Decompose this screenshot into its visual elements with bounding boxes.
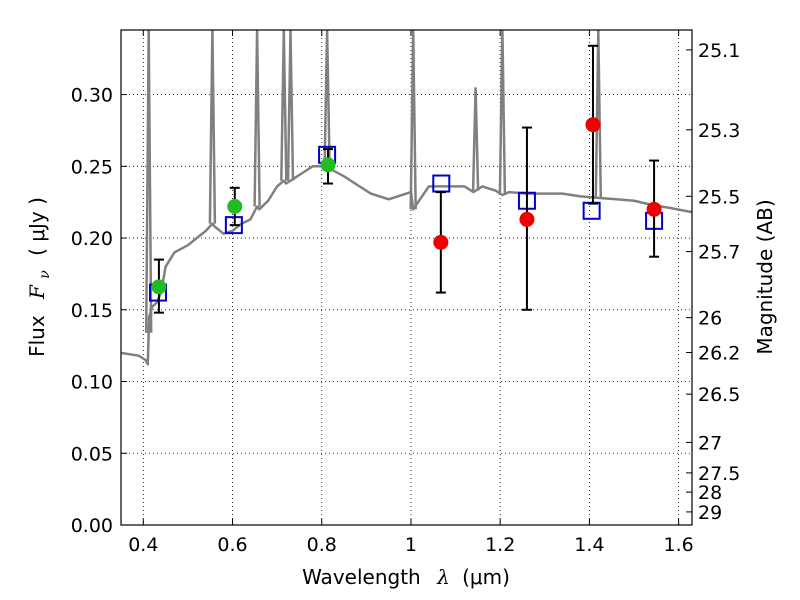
x-tick-label: 0.4 — [128, 534, 158, 556]
spectrum-emission-line — [280, 30, 288, 181]
y-axis-label: Flux F ν ( μJy ) — [25, 197, 54, 357]
x-axis-label-unit: (μm) — [462, 565, 510, 589]
y-axis-label-symbol: F — [25, 284, 49, 300]
mag-tick-label: 26.5 — [698, 384, 740, 406]
spectrum-emission-line — [594, 30, 603, 198]
mag-tick-label: 25.5 — [698, 186, 740, 208]
mag-tick-label: 25.7 — [698, 242, 740, 264]
red-data-point — [433, 234, 449, 250]
mag-tick-label: 29 — [698, 502, 722, 524]
mag-tick-label: 27.5 — [698, 463, 740, 485]
x-axis-label-symbol: λ — [436, 565, 450, 589]
y-tick-label: 0.20 — [71, 228, 113, 250]
y-tick-label: 0.30 — [71, 85, 113, 107]
x-tick-label: 0.6 — [217, 534, 247, 556]
model-square-point — [582, 201, 601, 220]
x-tick-label: 1 — [405, 534, 417, 556]
spectrum-line — [121, 165, 692, 366]
y-tick-label: 0.10 — [71, 372, 113, 394]
spectrum-emission-line — [409, 30, 417, 210]
red-data-point — [519, 211, 535, 227]
spectrum-emission-line — [498, 30, 507, 196]
y-tick-label: 0.25 — [71, 156, 113, 178]
green-data-point — [320, 157, 336, 173]
spectrum-emission-line — [253, 30, 261, 207]
spectrum-emission-line — [144, 30, 153, 333]
mag-tick-label: 25.1 — [698, 40, 740, 62]
mag-tick-label: 25.3 — [698, 120, 740, 142]
spectrum-emission-line — [471, 87, 480, 191]
spectrum-emission-line — [323, 30, 331, 167]
spectrum-emission-line — [208, 30, 217, 224]
x-axis-label-prefix: Wavelength — [302, 565, 421, 589]
mag-tick-label: 28 — [698, 482, 722, 504]
plot-frame — [120, 29, 693, 526]
x-tick-label: 0.8 — [307, 534, 337, 556]
mag-tick-label: 27 — [698, 432, 722, 454]
x-axis-label: Wavelength λ (μm) — [302, 565, 510, 589]
photometry-series — [149, 44, 664, 314]
green-data-point — [151, 279, 167, 295]
axis-ticks: 0.4 0.6 0.8 1 1.2 1.4 1.6 0.00 0.05 0.10 0.15 0.20 0… — [71, 30, 740, 556]
spectrum-emission-line — [286, 30, 295, 181]
model-square-point — [432, 174, 451, 193]
y-axis-label-subscript: ν — [37, 270, 53, 279]
mag-tick-label: 26 — [698, 308, 722, 330]
green-data-point — [227, 198, 243, 214]
x-tick-label: 1.4 — [574, 534, 604, 556]
mag-tick-label: 26.2 — [698, 342, 740, 364]
y-tick-label: 0.05 — [71, 443, 113, 465]
grid — [121, 30, 692, 526]
y-tick-label: 0.00 — [71, 515, 113, 537]
red-data-point — [585, 117, 601, 133]
y2-axis-label: Magnitude (AB) — [753, 199, 777, 354]
y-tick-label: 0.15 — [71, 300, 113, 322]
x-tick-label: 1.6 — [664, 534, 694, 556]
y-axis-label-prefix: Flux — [25, 315, 49, 357]
y-axis-label-unit: ( μJy ) — [25, 197, 49, 256]
spectrum-series — [121, 30, 692, 366]
x-tick-label: 1.2 — [485, 534, 515, 556]
red-data-point — [646, 201, 662, 217]
